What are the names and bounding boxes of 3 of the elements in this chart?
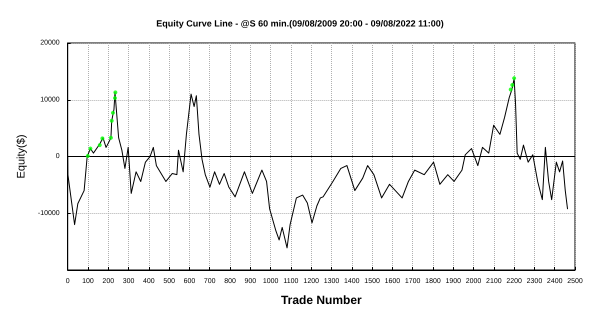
chart-title: Equity Curve Line - @S 60 min.(09/08/2009 20:00 - 09/08/2022 11:00) [156,18,444,28]
x-axis-title: Trade Number [280,293,362,307]
y-axis-title: Equity($) [16,134,28,179]
